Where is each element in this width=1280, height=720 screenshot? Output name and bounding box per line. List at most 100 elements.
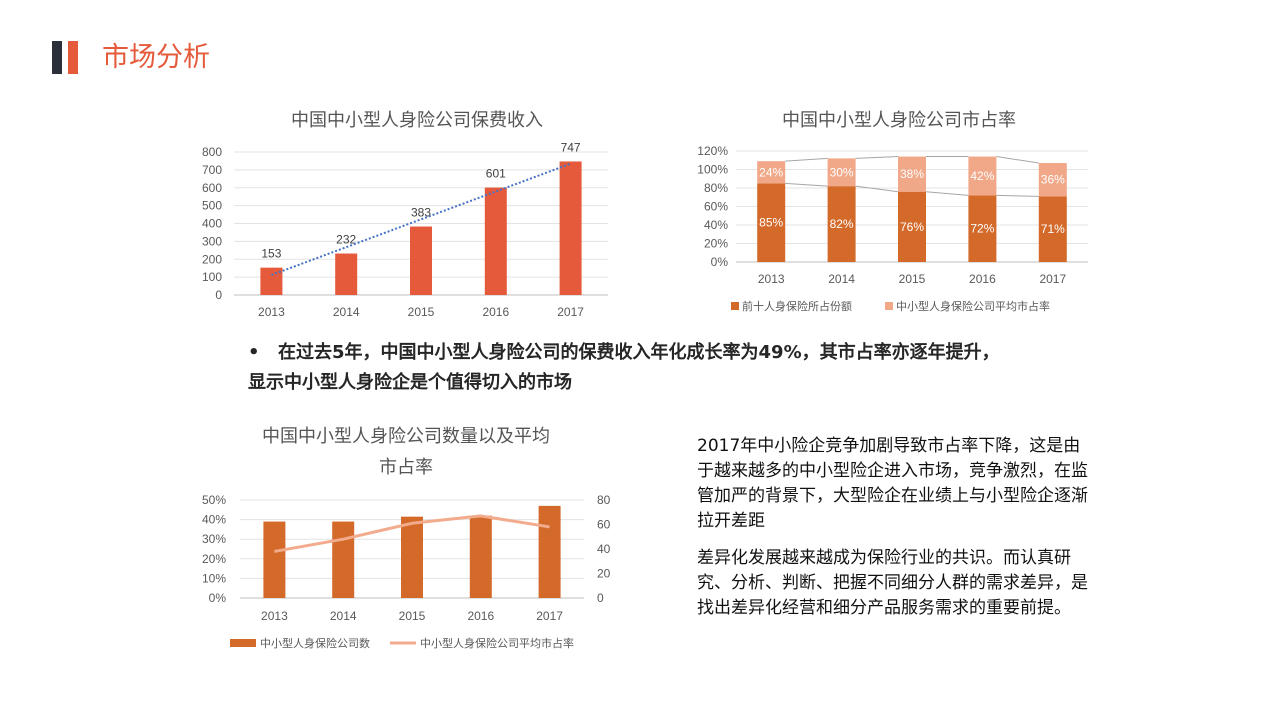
series-line [785, 157, 828, 162]
bar [559, 161, 582, 295]
data-label: 601 [486, 167, 506, 181]
y-tick-label: 500 [202, 199, 222, 213]
legend-label: 中小型人身保险公司平均市占率 [420, 636, 574, 650]
bullet-dot: • [248, 342, 260, 363]
y-tick-label: 100 [202, 270, 222, 284]
series-line [996, 194, 1039, 197]
x-tick-label: 2013 [758, 272, 785, 286]
chart-title-line1: 中国中小型人身险公司数量以及平均 [262, 426, 550, 446]
trendline [271, 162, 571, 276]
y-tick-label-right: 0 [597, 591, 604, 605]
title-accent-bar-red [68, 41, 78, 74]
data-label: 30% [830, 165, 854, 179]
bar-segment-top10 [1038, 196, 1067, 262]
title-accent-bar-dark [52, 41, 62, 74]
bar-segment-small-insurers [898, 156, 926, 192]
data-label: 82% [830, 217, 854, 231]
bar-segment-small-insurers [968, 156, 997, 196]
legend-swatch [731, 302, 739, 310]
series-line [855, 185, 899, 193]
analysis-paragraph-2: 差异化发展越来越成为保险行业的共识。而认真研究、分析、判断、把握不同细分人群的需… [697, 548, 1088, 618]
y-tick-label: 100% [697, 163, 728, 177]
y-tick-label: 0% [711, 255, 729, 269]
bar [332, 521, 355, 598]
analysis-paragraph-1: 2017年中小险企竞争加剧导致市占率下降，这是由于越来越多的中小型险企进入市场，… [697, 436, 1088, 531]
data-label: 383 [411, 206, 431, 220]
legend-label: 前十人身保险所占份额 [742, 299, 852, 313]
data-label: 747 [561, 140, 581, 154]
x-tick-label: 2015 [408, 305, 435, 319]
y-tick-label: 0 [215, 288, 222, 302]
bar-segment-top10 [757, 183, 786, 262]
x-tick-label: 2017 [1039, 272, 1066, 286]
data-label: 71% [1041, 222, 1065, 236]
bar [335, 253, 358, 295]
y-tick-label: 700 [202, 163, 222, 177]
y-tick-label-left: 0% [209, 591, 227, 605]
y-tick-label: 400 [202, 217, 222, 231]
y-tick-label: 800 [202, 145, 222, 159]
bar-segment-top10 [898, 191, 926, 262]
x-tick-label: 2015 [399, 609, 426, 623]
data-label: 72% [970, 222, 994, 236]
data-label: 76% [900, 220, 924, 234]
y-tick-label: 300 [202, 234, 222, 248]
data-label: 232 [336, 233, 356, 247]
chart-title-line2: 市占率 [379, 457, 433, 477]
bar [469, 515, 492, 598]
bar [484, 187, 507, 295]
x-tick-label: 2014 [330, 609, 357, 623]
legend-label: 中小型人身保险公司平均市占率 [896, 299, 1050, 313]
bar-segment-small-insurers [1038, 163, 1067, 197]
x-tick-label: 2014 [333, 305, 360, 319]
line-series [274, 514, 550, 553]
series-line [785, 182, 828, 187]
bar [538, 505, 561, 598]
y-tick-label: 60% [704, 200, 728, 214]
x-tick-label: 2017 [536, 609, 563, 623]
data-label: 36% [1041, 173, 1065, 187]
x-tick-label: 2016 [467, 609, 494, 623]
bar-segment-small-insurers [827, 158, 856, 187]
y-tick-label: 80% [704, 181, 728, 195]
chart-title: 中国中小型人身险公司市占率 [782, 110, 1016, 130]
data-label: 38% [900, 167, 924, 181]
key-finding-text: 在过去5年，中国中小型人身险公司的保费收入年化成长率为49%，其市占率亦逐年提升… [248, 342, 1000, 393]
key-finding: • 在过去5年，中国中小型人身险公司的保费收入年化成长率为49%，其市占率亦逐年提… [248, 338, 1008, 398]
y-tick-label-right: 40 [597, 542, 611, 556]
data-label: 42% [970, 169, 994, 183]
y-tick-label: 200 [202, 252, 222, 266]
series-line [925, 191, 969, 196]
x-tick-label: 2016 [482, 305, 509, 319]
x-tick-label: 2017 [557, 305, 584, 319]
y-tick-label-left: 20% [202, 552, 226, 566]
y-tick-label: 20% [704, 237, 728, 251]
market-share-chart: 中国中小型人身险公司市占率 0% 20% 40% 60% 80% 100% 120% 85% 24… [697, 110, 1088, 313]
x-tick-label: 2013 [258, 305, 285, 319]
bar [410, 226, 432, 295]
y-tick-label: 40% [704, 218, 728, 232]
bar [260, 267, 283, 295]
data-label: 85% [759, 216, 783, 230]
y-tick-label-left: 50% [202, 493, 226, 507]
series-line [996, 156, 1039, 164]
y-tick-label-right: 60 [597, 518, 611, 532]
series-line [855, 156, 899, 159]
y-tick-label-right: 80 [597, 493, 611, 507]
bar [263, 521, 286, 598]
data-label: 24% [759, 165, 783, 179]
x-tick-label: 2013 [261, 609, 288, 623]
y-tick-label-right: 20 [597, 567, 611, 581]
chart-title: 中国中小型人身险公司保费收入 [291, 110, 543, 130]
legend-swatch [230, 639, 256, 647]
x-tick-label: 2016 [969, 272, 996, 286]
bar-segment-top10 [968, 195, 997, 262]
y-tick-label: 600 [202, 181, 222, 195]
x-tick-label: 2015 [899, 272, 926, 286]
y-tick-label-left: 10% [202, 571, 226, 585]
y-tick-label: 120% [697, 144, 728, 158]
bar [401, 516, 423, 598]
bar-segment-top10 [827, 186, 856, 262]
legend-label: 中小型人身保险公司数 [260, 636, 370, 650]
